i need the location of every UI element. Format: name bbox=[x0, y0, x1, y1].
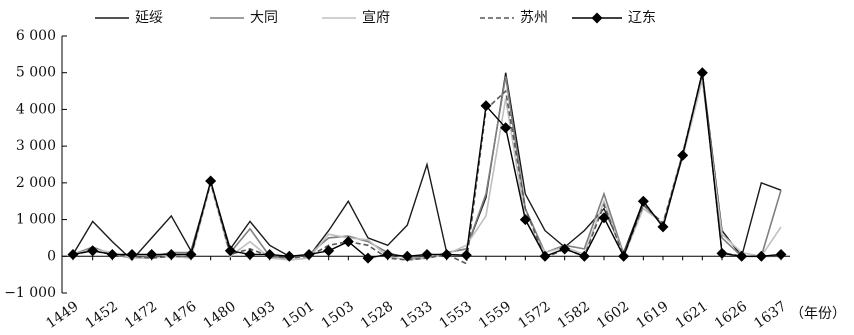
marker bbox=[224, 245, 236, 257]
x-tick-label: 1533 bbox=[397, 298, 435, 332]
legend-label: 宣府 bbox=[362, 10, 390, 26]
marker bbox=[736, 250, 748, 262]
x-tick-label: 1637 bbox=[751, 298, 789, 332]
marker bbox=[362, 252, 374, 264]
x-tick-label: 1480 bbox=[201, 298, 239, 332]
marker bbox=[303, 248, 315, 260]
marker bbox=[146, 248, 158, 260]
marker bbox=[755, 250, 767, 262]
x-axis-label: （年份） bbox=[790, 306, 846, 322]
x-tick-label: 1472 bbox=[122, 298, 160, 332]
marker bbox=[205, 175, 217, 187]
x-tick-label: 1621 bbox=[673, 298, 711, 332]
marker bbox=[539, 250, 551, 262]
legend-label: 延绥 bbox=[135, 10, 163, 26]
marker bbox=[559, 243, 571, 255]
x-tick-label: 1602 bbox=[594, 298, 632, 332]
marker bbox=[775, 248, 787, 260]
marker bbox=[519, 214, 531, 226]
y-tick-label: 5 000 bbox=[16, 65, 56, 81]
legend-marker bbox=[591, 12, 603, 24]
marker bbox=[421, 248, 433, 260]
y-tick-label: −1 000 bbox=[4, 285, 56, 301]
x-tick-label: 1476 bbox=[161, 298, 199, 332]
y-tick-label: 2 000 bbox=[16, 175, 56, 191]
marker bbox=[244, 248, 256, 260]
marker bbox=[185, 248, 197, 260]
y-tick-label: 1 000 bbox=[16, 212, 56, 228]
marker bbox=[342, 236, 354, 248]
x-tick-label: 1619 bbox=[633, 298, 671, 332]
legend-label: 辽东 bbox=[628, 10, 656, 26]
x-tick-label: 1503 bbox=[319, 298, 357, 332]
series-line bbox=[72, 72, 781, 265]
marker bbox=[480, 100, 492, 112]
marker bbox=[716, 247, 728, 259]
marker bbox=[106, 248, 118, 260]
legend-label: 大同 bbox=[250, 10, 278, 26]
marker bbox=[165, 248, 177, 260]
series-line bbox=[72, 72, 782, 262]
y-tick-label: 6 000 bbox=[16, 28, 56, 44]
x-tick-label: 1528 bbox=[358, 298, 396, 332]
x-tick-label: 1449 bbox=[43, 298, 81, 332]
legend-label: 苏州 bbox=[520, 10, 548, 26]
marker bbox=[67, 248, 79, 260]
x-tick-label: 1559 bbox=[476, 298, 514, 332]
marker bbox=[441, 248, 453, 260]
x-tick-label: 1626 bbox=[712, 298, 750, 332]
x-tick-label: 1452 bbox=[83, 298, 121, 332]
series-line bbox=[72, 79, 782, 261]
x-tick-label: 1582 bbox=[555, 298, 593, 332]
x-tick-label: 1501 bbox=[279, 298, 317, 332]
marker bbox=[382, 248, 394, 260]
y-tick-label: 3 000 bbox=[16, 138, 56, 154]
marker bbox=[677, 149, 689, 161]
marker bbox=[500, 122, 512, 134]
marker bbox=[696, 67, 708, 79]
y-tick-label: 4 000 bbox=[16, 101, 56, 117]
marker bbox=[283, 250, 295, 262]
marker bbox=[126, 248, 138, 260]
x-tick-label: 1493 bbox=[240, 298, 278, 332]
y-tick-label: 0 bbox=[47, 248, 56, 264]
marker bbox=[618, 250, 630, 262]
marker bbox=[637, 195, 649, 207]
marker bbox=[323, 245, 335, 257]
marker bbox=[264, 248, 276, 260]
x-tick-label: 1572 bbox=[515, 298, 553, 332]
marker bbox=[460, 249, 472, 261]
marker bbox=[657, 221, 669, 233]
marker bbox=[578, 250, 590, 262]
x-tick-label: 1553 bbox=[437, 298, 475, 332]
marker bbox=[598, 212, 610, 224]
marker bbox=[401, 250, 413, 262]
marker bbox=[87, 245, 99, 257]
